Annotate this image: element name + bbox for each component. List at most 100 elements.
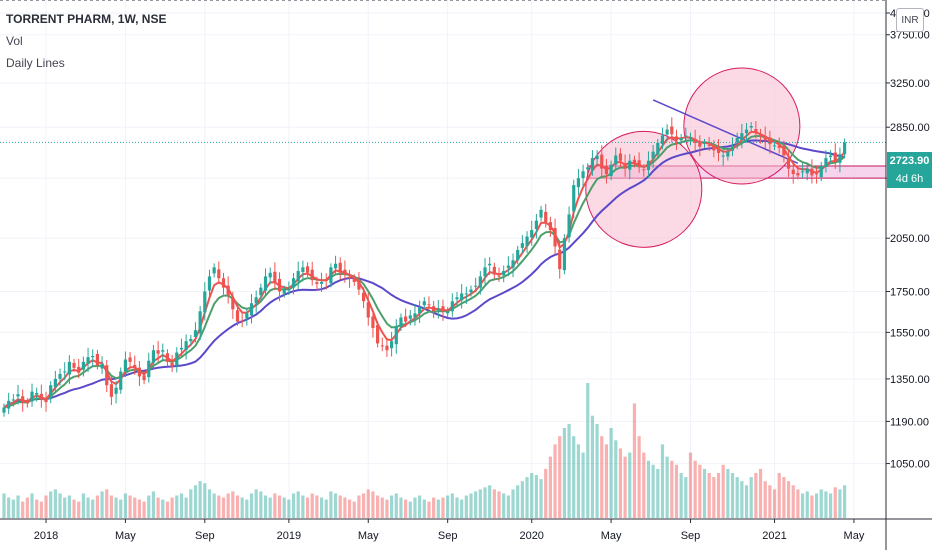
- candle-body: [81, 361, 85, 370]
- candle-body: [147, 360, 151, 378]
- candle-body: [58, 373, 62, 379]
- currency-button[interactable]: INR: [896, 8, 924, 32]
- candle-body: [665, 129, 669, 135]
- candle-body: [600, 154, 604, 169]
- volume-bar: [544, 468, 548, 518]
- candle-body: [558, 249, 562, 270]
- candle-body: [2, 407, 6, 413]
- volume-bar: [404, 499, 408, 518]
- volume-bar: [474, 491, 478, 518]
- volume-bar: [324, 499, 328, 518]
- volume-bar: [72, 499, 76, 518]
- candle-body: [474, 285, 478, 287]
- price-tick-label: 1550.00: [890, 327, 930, 339]
- candle-body: [156, 350, 160, 354]
- volume-bar: [730, 473, 735, 518]
- candle-body: [67, 361, 71, 375]
- volume-bar: [427, 501, 431, 518]
- candle-body: [305, 266, 310, 273]
- candle-body: [534, 220, 538, 230]
- candle-body: [329, 267, 333, 284]
- volume-bar: [590, 415, 595, 518]
- candle-body: [408, 315, 412, 319]
- candle-body: [497, 275, 501, 277]
- candle-body: [352, 278, 356, 282]
- price-tick-label: 1750.00: [890, 286, 930, 298]
- candle-body: [86, 357, 90, 364]
- candle-body: [212, 267, 216, 274]
- candle-body: [324, 279, 328, 281]
- volume-bar: [712, 477, 716, 518]
- candle-body: [287, 289, 291, 291]
- candle-body: [530, 230, 534, 238]
- volume-bar: [376, 495, 380, 518]
- volume-bar: [511, 489, 515, 518]
- volume-bar: [343, 497, 347, 518]
- candle-body: [786, 158, 791, 169]
- candle-body: [399, 317, 403, 327]
- candle-body: [553, 228, 557, 247]
- price-tick-label: 1050.00: [890, 459, 930, 471]
- candle-body: [193, 330, 198, 337]
- time-tick-label: May: [358, 530, 379, 542]
- volume-bar: [604, 444, 609, 518]
- volume-bar: [189, 489, 193, 518]
- volume-bar: [30, 493, 34, 518]
- volume-bar: [646, 460, 651, 518]
- volume-bar: [796, 489, 800, 518]
- volume-bar: [782, 477, 786, 518]
- legend-title: TORRENT PHARM, 1W, NSE: [6, 12, 167, 26]
- candle-body: [11, 399, 15, 401]
- candle-body: [754, 129, 758, 134]
- candle-body: [277, 278, 282, 292]
- candle-body: [679, 137, 683, 141]
- candle-body: [502, 270, 506, 276]
- candle-body: [572, 185, 576, 212]
- volume-bar: [156, 497, 160, 518]
- volume-bar: [609, 428, 613, 518]
- candle-body: [590, 158, 595, 171]
- volume-bar: [758, 468, 763, 518]
- volume-bar: [469, 493, 473, 518]
- candle-body: [432, 306, 436, 312]
- candle-body: [441, 306, 445, 312]
- candle-body: [170, 362, 174, 367]
- volume-bar: [576, 444, 581, 518]
- candle-body: [137, 367, 142, 377]
- volume-bar: [702, 468, 707, 518]
- volume-bar: [441, 497, 445, 518]
- candle-body: [413, 313, 417, 318]
- candle-body: [698, 141, 702, 147]
- candle-body: [805, 168, 809, 174]
- candle-body: [520, 243, 524, 248]
- candle-body: [511, 260, 515, 268]
- volume-bar: [212, 493, 216, 518]
- volume-bar: [352, 501, 356, 518]
- volume-bar: [147, 495, 151, 518]
- candle-body: [240, 320, 244, 322]
- candle-body: [548, 222, 552, 231]
- candle-body: [291, 278, 296, 288]
- volume-bar: [693, 460, 697, 518]
- volume-bar: [119, 499, 123, 518]
- candle-body: [450, 301, 454, 312]
- volume-bar: [707, 473, 711, 518]
- volume-bar: [268, 497, 272, 518]
- trendline: [652, 99, 799, 165]
- candle-body: [688, 137, 693, 139]
- price-tick-label: 3250.00: [890, 78, 930, 90]
- volume-bar: [333, 493, 338, 518]
- volume-bar: [319, 497, 324, 518]
- candle-body: [128, 357, 132, 362]
- candle-body: [782, 145, 786, 156]
- volume-bar: [642, 452, 646, 518]
- candle-body: [446, 311, 450, 314]
- candle-body: [30, 391, 34, 402]
- volume-bar: [679, 473, 683, 518]
- candle-body: [646, 160, 651, 170]
- volume-bar: [791, 485, 795, 518]
- time-tick-label: Sep: [438, 530, 458, 542]
- candle-body: [791, 169, 795, 175]
